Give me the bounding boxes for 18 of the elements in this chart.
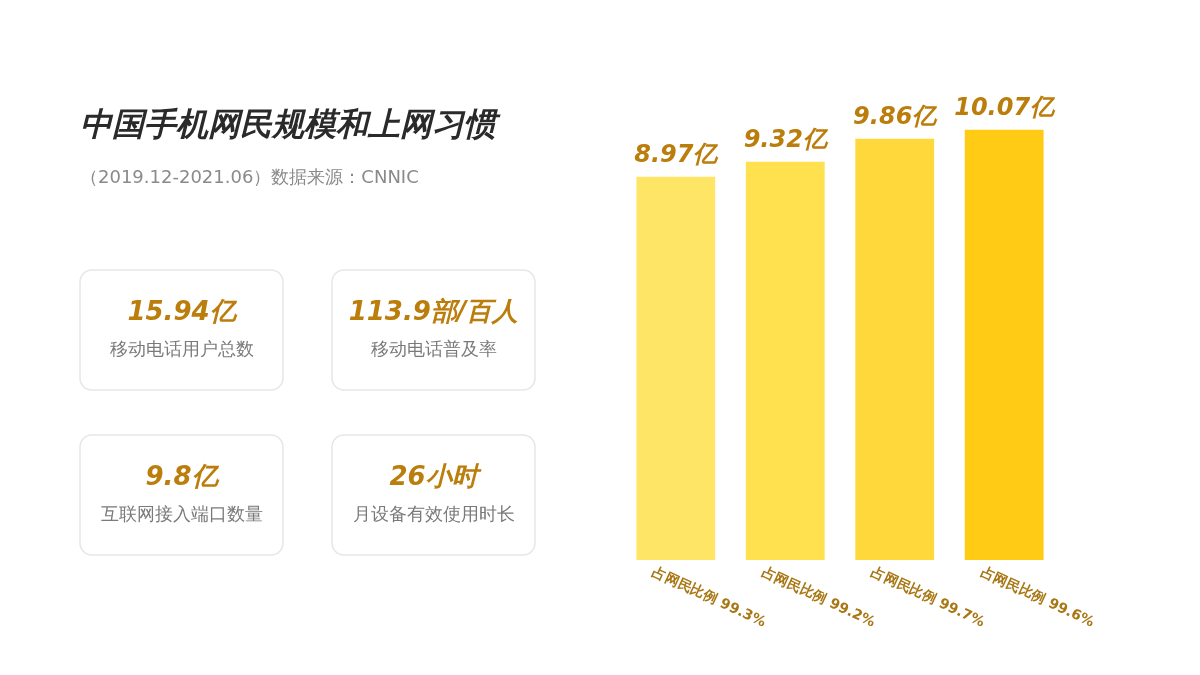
text: 移动电话用户总数 <box>109 338 254 359</box>
text: 15.94亿 <box>127 296 238 326</box>
bar <box>636 176 716 560</box>
text: 互联网接入端口数量 <box>100 503 263 524</box>
data-label: 9.86亿 <box>853 101 939 130</box>
data-label: 9.32亿 <box>743 124 829 153</box>
text: 月设备有效使用时长 <box>352 503 515 524</box>
text: 9.8亿 <box>145 461 220 491</box>
bar <box>855 138 935 560</box>
data-label: 8.97亿 <box>634 139 720 168</box>
bar <box>745 161 825 560</box>
text: 移动电话普及率 <box>370 338 497 359</box>
text: （2019.12-2021.06）数据来源：CNNIC <box>80 166 419 187</box>
text: 26小时 <box>389 461 482 491</box>
data-label: 10.07亿 <box>954 92 1057 121</box>
text: 中国手机网民规模和上网习惯 <box>80 105 501 143</box>
text: 113.9部/百人 <box>348 296 519 326</box>
bar <box>964 129 1044 560</box>
